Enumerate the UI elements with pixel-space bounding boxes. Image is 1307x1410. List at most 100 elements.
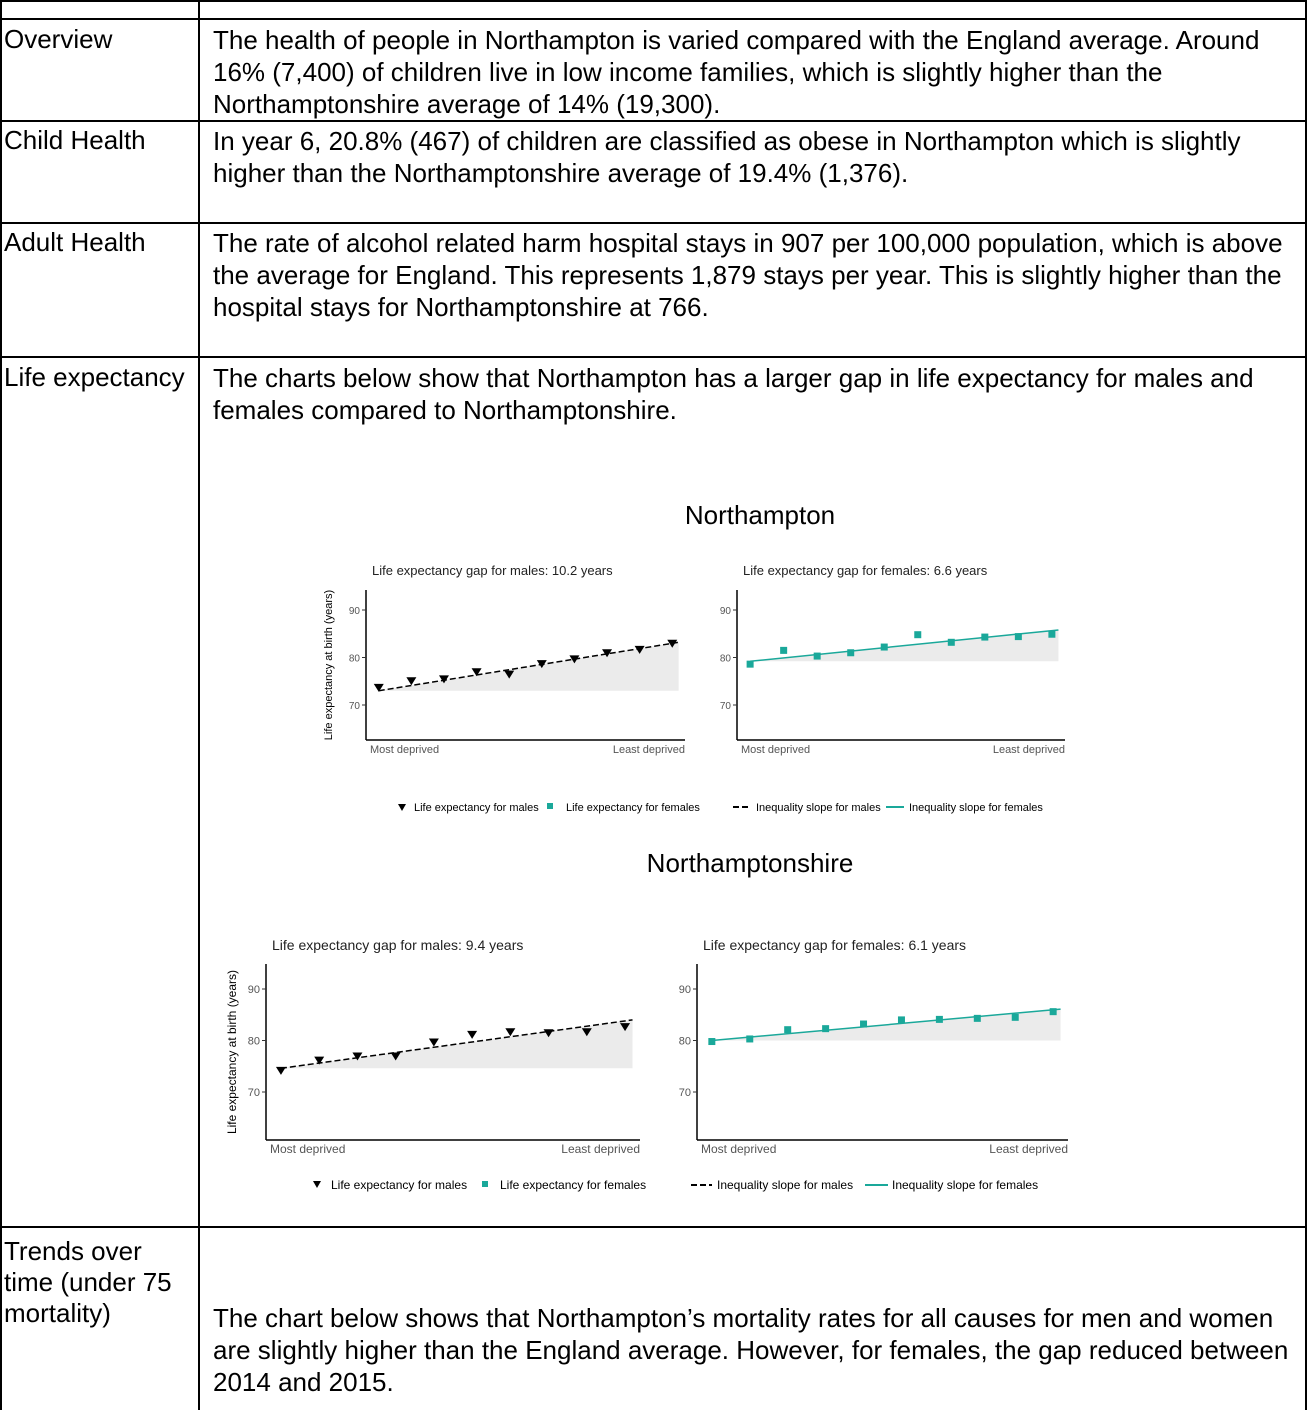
data-point-male <box>581 1028 592 1037</box>
data-point-female <box>784 1026 792 1034</box>
legend-male-marker <box>398 804 406 811</box>
data-point-male <box>275 1066 286 1075</box>
data-point-female <box>708 1038 716 1046</box>
inequality-slope-line <box>711 1008 1061 1042</box>
table-row-divider <box>0 356 1307 358</box>
x-axis-high-label: Least deprived <box>989 1142 1068 1156</box>
row-label-adult-health: Adult Health <box>4 227 146 257</box>
data-point-male <box>634 645 645 654</box>
data-point-female <box>1049 1008 1057 1016</box>
data-point-male <box>467 1030 478 1039</box>
table-column-divider <box>198 0 200 1410</box>
legend-female-points-label: Life expectancy for females <box>500 1178 646 1192</box>
legend-female-marker <box>482 1181 488 1187</box>
row-label-child-health: Child Health <box>4 125 146 155</box>
row-label-trends-over-time: Trends over time (under 75 mortality) <box>4 1236 172 1328</box>
data-point-female <box>1048 630 1056 638</box>
table-border-right <box>1305 0 1307 1410</box>
x-axis-low-label: Most deprived <box>741 744 810 756</box>
legend-female-points-label: Life expectancy for females <box>566 802 700 814</box>
legend-northamptonshire: Life expectancy for males Life expectanc… <box>313 1178 1038 1192</box>
y-tick-label: 70 <box>679 1087 691 1099</box>
data-point-female <box>1014 633 1022 641</box>
y-tick-label: 90 <box>720 606 732 617</box>
data-point-male <box>505 1028 516 1037</box>
data-point-female <box>914 631 922 639</box>
data-point-female <box>973 1014 981 1022</box>
y-axis-label: Life expectancy at birth (years) <box>323 590 335 740</box>
x-axis-high-label: Least deprived <box>613 744 685 756</box>
table-row-divider <box>0 222 1307 224</box>
y-tick-label: 80 <box>679 1036 691 1048</box>
row-text-trends-over-time: The chart below shows that Northampton’s… <box>213 1303 1289 1397</box>
legend-male-slope-label: Inequality slope for males <box>756 802 881 814</box>
data-point-male <box>373 683 384 692</box>
x-axis-low-label: Most deprived <box>270 1142 345 1156</box>
data-point-male <box>406 677 417 686</box>
inequality-slope-line <box>378 641 679 692</box>
data-point-female <box>860 1020 868 1028</box>
y-tick-label: 80 <box>349 654 361 665</box>
data-point-female <box>847 649 855 657</box>
data-point-male <box>504 670 515 679</box>
table-row-divider <box>0 1226 1307 1228</box>
data-point-male <box>390 1052 401 1061</box>
data-point-female <box>981 633 989 641</box>
chart-title: Life expectancy gap for males: 9.4 years <box>272 937 523 953</box>
data-point-female <box>880 643 888 651</box>
chart-title: Life expectancy gap for females: 6.6 yea… <box>743 563 988 578</box>
legend-male-points-label: Life expectancy for males <box>331 1178 467 1192</box>
row-text-child-health: In year 6, 20.8% (467) of children are c… <box>213 126 1241 188</box>
data-point-female <box>1011 1013 1019 1021</box>
legend-male-marker <box>313 1181 321 1188</box>
data-point-female <box>746 1035 754 1043</box>
data-point-female <box>897 1016 905 1024</box>
table-row-divider <box>0 120 1307 122</box>
data-point-male <box>620 1023 631 1032</box>
row-text-life-expectancy: The charts below show that Northampton h… <box>213 363 1254 425</box>
inequality-slope-line <box>280 1019 633 1070</box>
x-axis-low-label: Most deprived <box>370 744 439 756</box>
x-axis-high-label: Least deprived <box>993 744 1065 756</box>
legend-female-slope-label: Inequality slope for females <box>909 802 1043 814</box>
row-text-adult-health: The rate of alcohol related harm hospita… <box>213 228 1283 322</box>
y-tick-label: 90 <box>349 606 361 617</box>
y-tick-label: 80 <box>248 1036 260 1048</box>
row-text-overview: The health of people in Northampton is v… <box>213 25 1260 119</box>
chart-title: Life expectancy gap for males: 10.2 year… <box>372 563 613 578</box>
table-row-divider <box>0 18 1307 20</box>
data-point-female <box>746 660 754 668</box>
y-axis-label: Life expectancy at birth (years) <box>225 970 239 1134</box>
x-axis-low-label: Most deprived <box>701 1142 776 1156</box>
row-label-life-expectancy: Life expectancy <box>4 362 185 392</box>
x-axis-high-label: Least deprived <box>561 1142 640 1156</box>
legend-female-marker <box>547 803 553 809</box>
data-point-male <box>543 1029 554 1038</box>
data-point-male <box>314 1056 325 1065</box>
legend-northampton: Life expectancy for males Life expectanc… <box>398 802 1043 814</box>
data-point-female <box>780 646 788 654</box>
y-tick-label: 70 <box>720 701 732 712</box>
y-tick-label: 90 <box>679 984 691 996</box>
data-point-male <box>438 675 449 684</box>
data-point-female <box>822 1025 830 1033</box>
y-tick-label: 70 <box>349 701 361 712</box>
legend-female-slope-label: Inequality slope for females <box>892 1178 1038 1192</box>
data-point-male <box>667 639 678 648</box>
chart-title: Life expectancy gap for females: 6.1 yea… <box>703 937 966 953</box>
row-label-overview: Overview <box>4 24 113 54</box>
data-point-male <box>602 649 613 658</box>
chart-heading-northamptonshire: Northamptonshire <box>646 848 854 878</box>
data-point-male <box>536 660 547 669</box>
data-point-male <box>352 1052 363 1061</box>
y-tick-label: 90 <box>248 984 260 996</box>
data-point-male <box>471 668 482 677</box>
data-point-female <box>813 652 821 660</box>
data-point-male <box>569 655 580 664</box>
table-row-divider <box>0 0 1307 2</box>
legend-male-points-label: Life expectancy for males <box>414 802 539 814</box>
data-point-female <box>935 1015 943 1023</box>
y-tick-label: 70 <box>248 1087 260 1099</box>
